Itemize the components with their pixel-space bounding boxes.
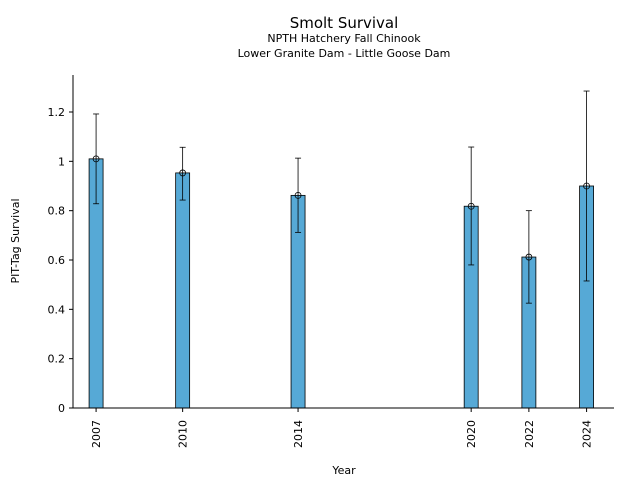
y-tick-label: 0.6 bbox=[48, 254, 66, 267]
y-tick-label: 0 bbox=[58, 402, 65, 415]
y-tick-label: 1.2 bbox=[48, 106, 66, 119]
x-tick-label: 2020 bbox=[465, 420, 478, 448]
x-tick-label: 2022 bbox=[523, 420, 536, 448]
data-point bbox=[467, 202, 475, 210]
chart-subtitle-2: Lower Granite Dam - Little Goose Dam bbox=[238, 47, 451, 60]
chart-subtitle-1: NPTH Hatchery Fall Chinook bbox=[267, 32, 421, 45]
x-tick-label: 2007 bbox=[90, 420, 103, 448]
chart-title: Smolt Survival bbox=[290, 14, 399, 32]
data-point bbox=[525, 253, 533, 261]
data-point bbox=[179, 169, 187, 177]
data-point bbox=[294, 191, 302, 199]
y-tick-label: 1 bbox=[58, 155, 65, 168]
x-axis-label: Year bbox=[331, 464, 356, 477]
y-tick-label: 0.4 bbox=[48, 303, 66, 316]
y-tick-label: 0.8 bbox=[48, 205, 66, 218]
x-axis-ticks: 2007 2010 2014 2020 2022 2024 bbox=[90, 408, 594, 448]
y-tick-label: 0.2 bbox=[48, 353, 66, 366]
x-tick-label: 2010 bbox=[177, 420, 190, 448]
data-point bbox=[92, 155, 100, 163]
y-axis-label: PIT-Tag Survival bbox=[9, 198, 22, 283]
y-axis-ticks: 0 0.2 0.4 0.6 0.8 1 1.2 bbox=[48, 106, 73, 415]
bar bbox=[175, 172, 191, 409]
plot-area bbox=[88, 90, 594, 409]
x-tick-label: 2014 bbox=[292, 420, 305, 448]
data-point bbox=[583, 182, 590, 190]
x-tick-label: 2024 bbox=[581, 420, 594, 448]
